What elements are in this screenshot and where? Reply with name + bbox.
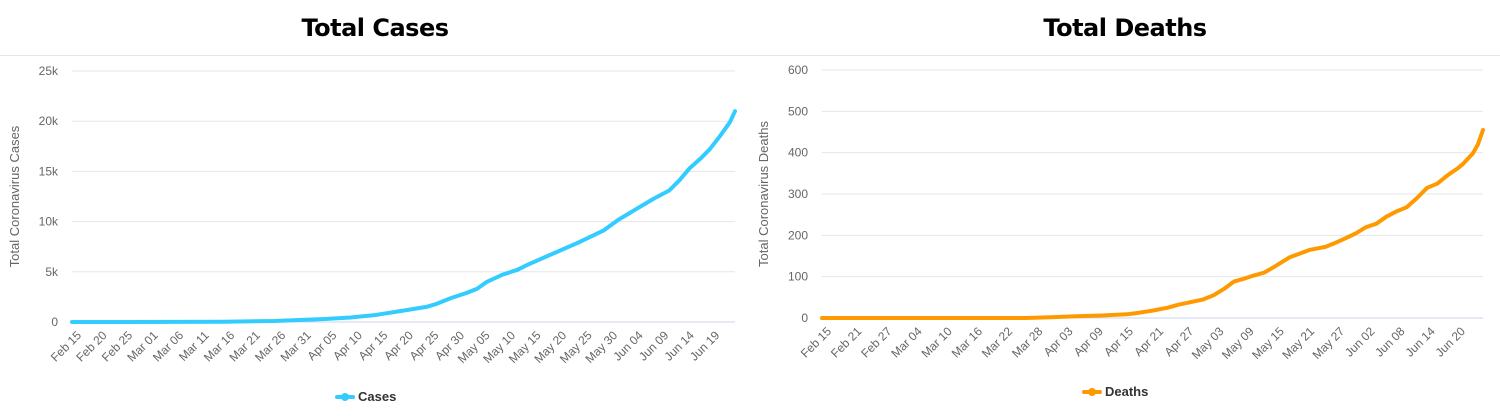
x-tick-label: Feb 15 — [798, 324, 835, 361]
x-tick-label: Mar 22 — [979, 324, 1016, 361]
legend-label: Deaths — [1105, 384, 1148, 399]
legend: Deaths — [1082, 384, 1148, 399]
series-line-deaths — [820, 127, 1485, 320]
y-tick-label: 600 — [788, 63, 808, 77]
y-tick-label: 15k — [39, 164, 59, 178]
y-tick-label: 0 — [801, 311, 808, 325]
x-tick-label: Mar 04 — [888, 324, 925, 361]
x-tick-label: Jun 08 — [1372, 324, 1408, 360]
y-tick-label: 200 — [788, 228, 808, 242]
x-tick-label: Feb 27 — [858, 324, 895, 361]
title-divider — [0, 55, 750, 56]
deaths-chart-panel: Total Deaths 0 100 200 300 400 500 600 Feb 15 Fe… — [750, 0, 1500, 416]
x-tick-label: May 21 — [1279, 324, 1317, 362]
x-tick-label: Mar 28 — [1009, 324, 1046, 361]
y-tick-label: 0 — [51, 315, 58, 329]
x-tick-label: Apr 15 — [1101, 324, 1136, 359]
y-axis-title: Total Coronavirus Cases — [7, 125, 22, 267]
deaths-chart-title: Total Deaths — [1043, 14, 1207, 42]
legend-label: Cases — [358, 389, 396, 404]
x-tick-label: Jun 19 — [687, 328, 723, 364]
y-tick-label: 10k — [39, 215, 59, 229]
y-tick-label: 500 — [788, 104, 808, 118]
y-axis-title: Total Coronavirus Deaths — [756, 121, 771, 267]
y-tick-label: 400 — [788, 146, 808, 160]
title-divider — [750, 55, 1500, 56]
cases-chart-title: Total Cases — [301, 14, 449, 42]
x-tick-label: Apr 09 — [1071, 324, 1106, 359]
x-tick-label: Mar 16 — [949, 324, 986, 361]
x-tick-label: May 03 — [1189, 324, 1227, 362]
legend-marker — [1088, 388, 1096, 396]
x-tick-label: Jun 20 — [1433, 324, 1469, 360]
x-tick-label: Apr 21 — [1131, 324, 1166, 359]
y-tick-label: 20k — [39, 114, 59, 128]
y-tick-label: 300 — [788, 187, 808, 201]
x-tick-label: May 09 — [1219, 324, 1257, 362]
series-line-cases — [70, 109, 737, 324]
legend-marker — [341, 393, 349, 401]
y-tick-label: 25k — [39, 64, 59, 78]
y-tick-label: 5k — [45, 265, 59, 279]
x-tick-label: Jun 02 — [1342, 324, 1378, 360]
cases-chart-panel: Total Cases 0 5k 10k 15k 20k 25k Feb 15 Feb 20 F… — [0, 14, 750, 404]
y-tick-label: 100 — [788, 270, 808, 284]
x-tick-label: Jun 14 — [1402, 324, 1438, 360]
x-tick-label: May 27 — [1310, 324, 1348, 362]
x-tick-label: Apr 03 — [1041, 324, 1076, 359]
x-tick-label: Mar 10 — [919, 324, 956, 361]
x-tick-label: Feb 21 — [828, 324, 865, 361]
x-tick-label: May 15 — [1249, 324, 1287, 362]
legend: Cases — [335, 389, 396, 404]
